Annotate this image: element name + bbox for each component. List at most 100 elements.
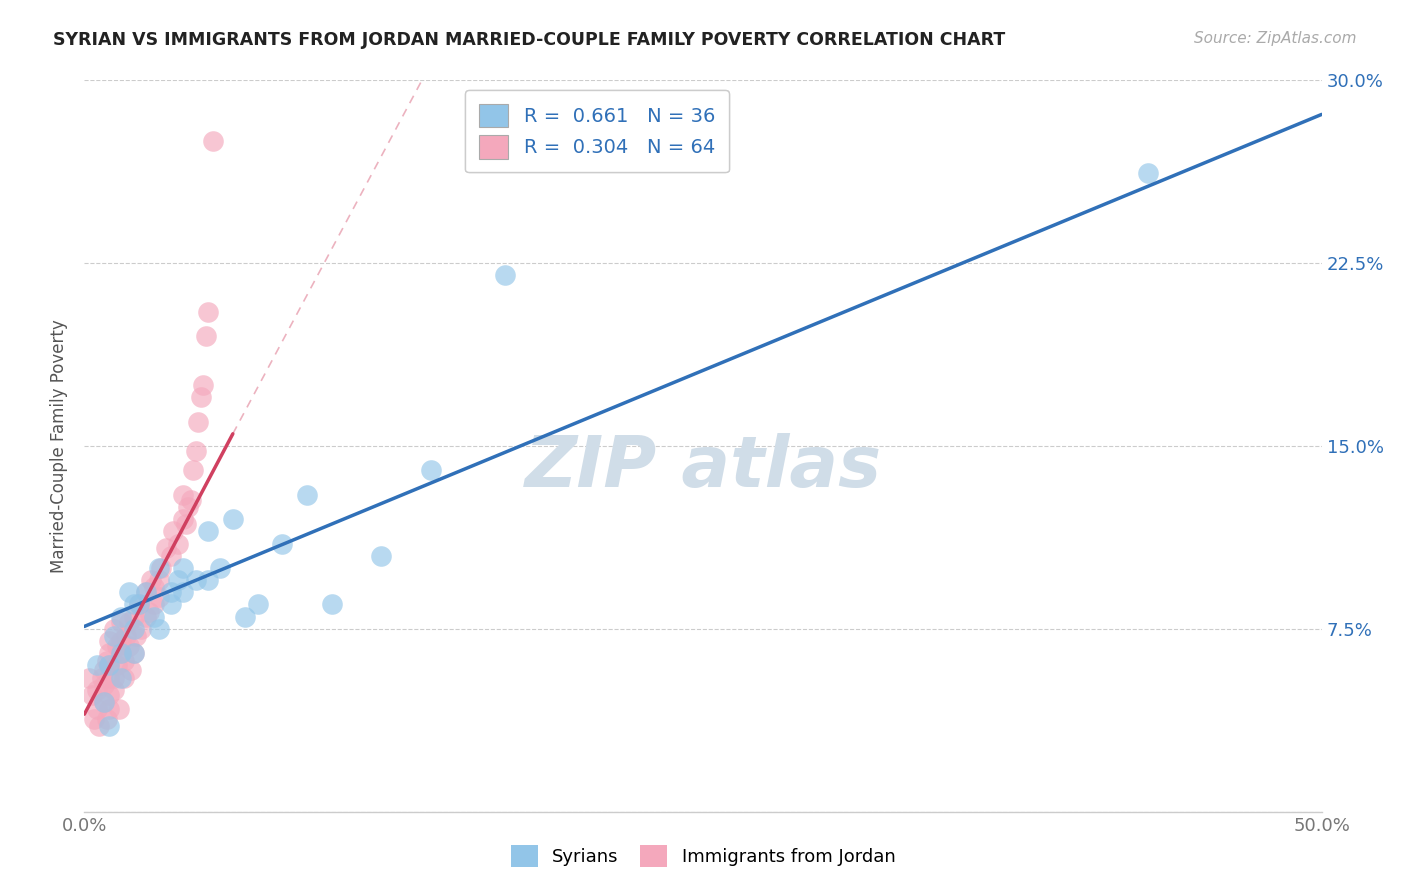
Point — [122, 598, 145, 612]
Point — [184, 573, 207, 587]
Point — [167, 573, 190, 587]
Point — [321, 598, 343, 612]
Point — [148, 590, 170, 604]
Point — [122, 622, 145, 636]
Point — [172, 488, 194, 502]
Point — [79, 671, 101, 685]
Point — [494, 268, 516, 283]
Point — [98, 719, 121, 733]
Point — [110, 671, 132, 685]
Point — [90, 671, 112, 685]
Point — [160, 585, 183, 599]
Point — [233, 609, 256, 624]
Point — [120, 663, 142, 677]
Text: ZIP atlas: ZIP atlas — [524, 434, 882, 502]
Point — [105, 639, 128, 653]
Point — [271, 536, 294, 550]
Point — [150, 561, 173, 575]
Point — [141, 573, 163, 587]
Point — [108, 702, 131, 716]
Point — [419, 463, 441, 477]
Point — [125, 629, 148, 643]
Point — [98, 671, 121, 685]
Point — [105, 658, 128, 673]
Point — [122, 609, 145, 624]
Point — [118, 639, 141, 653]
Point — [172, 561, 194, 575]
Point — [86, 682, 108, 697]
Point — [110, 634, 132, 648]
Point — [142, 598, 165, 612]
Point — [128, 598, 150, 612]
Point — [93, 695, 115, 709]
Point — [246, 598, 269, 612]
Point — [98, 688, 121, 702]
Point — [103, 629, 125, 643]
Point — [110, 646, 132, 660]
Point — [110, 609, 132, 624]
Point — [93, 695, 115, 709]
Point — [96, 712, 118, 726]
Point — [148, 561, 170, 575]
Point — [181, 463, 204, 477]
Point — [138, 605, 160, 619]
Point — [93, 663, 115, 677]
Point — [174, 516, 197, 531]
Point — [98, 646, 121, 660]
Point — [370, 549, 392, 563]
Point — [128, 598, 150, 612]
Point — [103, 671, 125, 685]
Point — [190, 390, 212, 404]
Point — [142, 581, 165, 595]
Point — [160, 598, 183, 612]
Point — [115, 629, 138, 643]
Point — [167, 536, 190, 550]
Point — [142, 609, 165, 624]
Point — [122, 646, 145, 660]
Point — [222, 512, 245, 526]
Point — [110, 615, 132, 629]
Point — [187, 415, 209, 429]
Point — [202, 134, 225, 148]
Point — [118, 615, 141, 629]
Point — [135, 585, 157, 599]
Point — [197, 524, 219, 539]
Point — [86, 658, 108, 673]
Point — [135, 609, 157, 624]
Point — [160, 549, 183, 563]
Point — [191, 378, 214, 392]
Point — [98, 702, 121, 716]
Point — [103, 682, 125, 697]
Point — [172, 512, 194, 526]
Text: SYRIAN VS IMMIGRANTS FROM JORDAN MARRIED-COUPLE FAMILY POVERTY CORRELATION CHART: SYRIAN VS IMMIGRANTS FROM JORDAN MARRIED… — [53, 31, 1005, 49]
Point — [89, 719, 111, 733]
Point — [155, 541, 177, 556]
Point — [194, 329, 217, 343]
Point — [112, 671, 135, 685]
Point — [184, 443, 207, 458]
Point — [148, 622, 170, 636]
Legend: R =  0.661   N = 36, R =  0.304   N = 64: R = 0.661 N = 36, R = 0.304 N = 64 — [465, 90, 728, 172]
Point — [86, 702, 108, 716]
Point — [197, 305, 219, 319]
Point — [148, 573, 170, 587]
Point — [135, 585, 157, 599]
Point — [180, 492, 202, 507]
Point — [80, 688, 103, 702]
Point — [197, 573, 219, 587]
Point — [93, 678, 115, 692]
Point — [96, 654, 118, 668]
Point — [112, 654, 135, 668]
Legend: Syrians, Immigrants from Jordan: Syrians, Immigrants from Jordan — [503, 838, 903, 874]
Y-axis label: Married-Couple Family Poverty: Married-Couple Family Poverty — [51, 319, 69, 573]
Point — [295, 488, 318, 502]
Point — [1137, 166, 1160, 180]
Point — [177, 500, 200, 514]
Point — [98, 658, 121, 673]
Text: Source: ZipAtlas.com: Source: ZipAtlas.com — [1194, 31, 1357, 46]
Point — [83, 712, 105, 726]
Point — [103, 622, 125, 636]
Point — [129, 622, 152, 636]
Point — [98, 634, 121, 648]
Point — [162, 524, 184, 539]
